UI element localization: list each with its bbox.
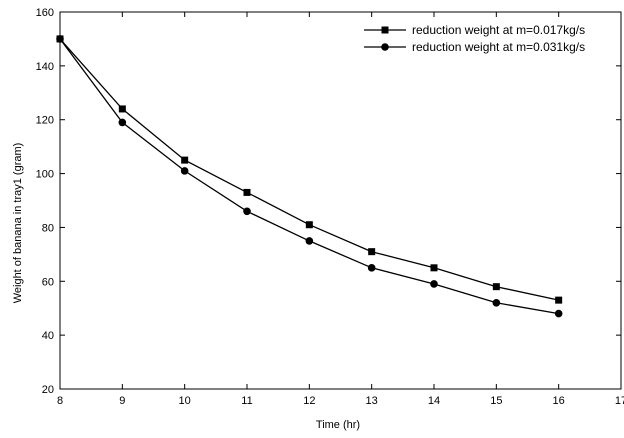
data-point-circle	[305, 237, 314, 245]
y-tick-label: 100	[36, 169, 54, 181]
series-layer	[56, 35, 563, 318]
legend-marker-circle	[381, 43, 389, 51]
data-point-square	[555, 296, 563, 304]
y-tick-label: 120	[36, 115, 54, 127]
y-tick-label: 20	[42, 384, 54, 396]
data-point-square	[118, 105, 126, 113]
x-tick-label: 12	[303, 395, 315, 407]
x-tick-label: 11	[241, 395, 252, 407]
x-tick-label: 15	[490, 395, 502, 407]
data-point-circle	[554, 309, 563, 318]
series-line-2	[59, 38, 559, 315]
x-tick-label: 9	[119, 395, 125, 407]
plot-frame	[59, 11, 622, 390]
data-point-circle	[180, 167, 189, 175]
y-tick-label: 160	[36, 7, 54, 19]
data-point-circle	[118, 118, 127, 127]
legend-label-series-1: reduction weight at m=0.017kg/s	[412, 23, 585, 37]
data-point-circle	[492, 299, 501, 307]
plot-border	[59, 11, 622, 390]
y-tick-label: 140	[36, 61, 54, 73]
x-tick-label: 10	[179, 395, 191, 407]
legend-label-series-2: reduction weight at m=0.031kg/s	[412, 40, 585, 54]
data-point-circle	[56, 35, 64, 43]
y-axis-label: Weight of banana in tray1 (gram)	[12, 143, 24, 304]
data-point-square	[492, 283, 500, 291]
y-tick-label: 40	[42, 330, 54, 342]
series-line-1	[59, 38, 559, 301]
y-tick-label: 60	[42, 276, 54, 288]
legend: reduction weight at m=0.017kg/s reductio…	[364, 23, 585, 54]
data-point-square	[368, 248, 376, 256]
data-point-square	[430, 264, 438, 272]
data-point-circle	[367, 264, 376, 272]
data-point-square	[243, 188, 251, 196]
x-axis-label: Time (hr)	[316, 419, 360, 431]
x-tick-label: 17	[615, 395, 624, 407]
x-tick-label: 16	[553, 395, 565, 407]
x-tick-label: 8	[57, 395, 63, 407]
x-tick-label: 14	[428, 395, 440, 407]
legend-marker-square	[381, 26, 389, 34]
data-point-square	[305, 221, 313, 229]
y-axis-ticks: 20 40 60 80 100 120 140 160	[36, 7, 621, 396]
x-tick-label: 13	[366, 395, 378, 407]
y-tick-label: 80	[42, 222, 54, 234]
data-point-circle	[430, 280, 438, 288]
data-point-square	[181, 156, 189, 164]
data-point-circle	[243, 207, 251, 216]
x-axis-ticks: 8 9 10 11 12 13 14 15 16 17	[57, 12, 624, 407]
